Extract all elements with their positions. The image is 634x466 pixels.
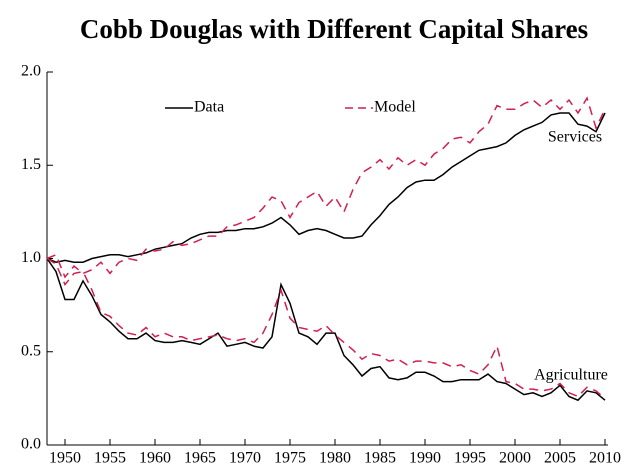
x-tick-label: 1975 xyxy=(274,450,306,466)
legend-label: Data xyxy=(194,99,224,116)
x-tick-label: 1955 xyxy=(94,450,126,466)
series-annotation: Agriculture xyxy=(534,367,608,384)
x-tick-label: 1965 xyxy=(184,450,216,466)
x-tick-label: 1990 xyxy=(409,450,441,466)
series-annotation: Services xyxy=(548,129,602,146)
y-tick-label: 1.0 xyxy=(21,249,41,266)
x-tick-label: 1985 xyxy=(364,450,396,466)
x-tick-label: 2000 xyxy=(499,450,531,466)
chart-title: Cobb Douglas with Different Capital Shar… xyxy=(80,14,588,44)
x-tick-label: 1995 xyxy=(454,450,486,466)
x-tick-label: 1970 xyxy=(229,450,261,466)
x-tick-label: 2010 xyxy=(589,450,621,466)
series-line xyxy=(46,257,606,399)
series-line xyxy=(46,112,606,263)
x-tick-label: 1980 xyxy=(319,450,351,466)
x-tick-label: 2005 xyxy=(544,450,576,466)
y-tick-label: 1.5 xyxy=(21,156,41,173)
series-line xyxy=(46,96,606,279)
y-tick-label: 0.0 xyxy=(21,436,41,453)
x-tick-label: 1960 xyxy=(139,450,171,466)
x-tick-label: 1950 xyxy=(49,450,81,466)
y-tick-label: 0.5 xyxy=(21,342,41,359)
y-tick-label: 2.0 xyxy=(21,63,41,80)
series-line xyxy=(46,258,606,402)
legend-label: Model xyxy=(374,99,416,116)
